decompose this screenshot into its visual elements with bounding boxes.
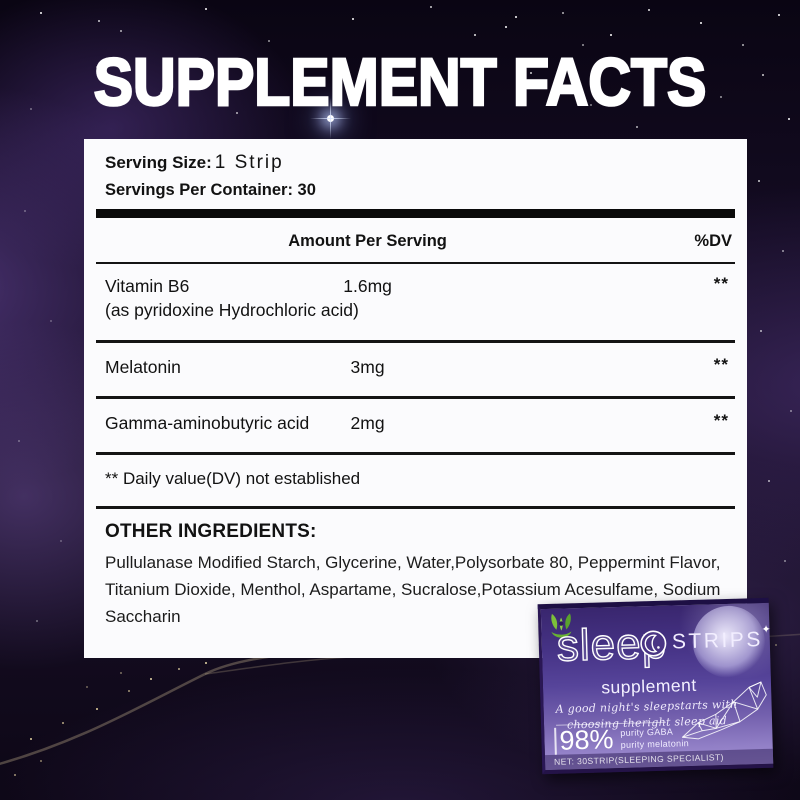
table-row: Vitamin B6 (as pyridoxine Hydrochloric a… bbox=[96, 264, 735, 340]
ingredient-name: Gamma-aminobutyric acid bbox=[105, 413, 310, 433]
serving-size-line: Serving Size: 1 Strip bbox=[105, 152, 747, 174]
sparkle-icon: ✦ bbox=[761, 623, 771, 637]
ingredient-amount: 1.6mg bbox=[343, 276, 392, 296]
ingredient-name: Vitamin B6 bbox=[105, 276, 190, 296]
table-row: Melatonin 3mg ** bbox=[96, 340, 735, 396]
origami-fox-icon bbox=[681, 681, 767, 740]
serving-size-label: Serving Size: bbox=[105, 153, 212, 172]
supplement-facts-panel: Serving Size: 1 Strip Servings Per Contai… bbox=[84, 139, 747, 658]
other-ingredients-text: Pullulanase Modified Starch, Glycerine, … bbox=[105, 553, 721, 626]
footnote-row: ** Daily value(DV) not established bbox=[96, 452, 735, 509]
crescent-moon-icon bbox=[640, 630, 668, 658]
thick-divider-bar bbox=[96, 209, 735, 218]
ingredient-name: Melatonin bbox=[105, 357, 181, 377]
serving-info: Serving Size: 1 Strip Servings Per Contai… bbox=[84, 139, 747, 200]
star-glow-icon bbox=[310, 98, 351, 139]
ingredient-dv: ** bbox=[713, 355, 729, 374]
ingredient-subtext: (as pyridoxine Hydrochloric acid) bbox=[105, 300, 359, 320]
dv-footnote: ** Daily value(DV) not established bbox=[105, 469, 361, 488]
servings-per-container: Servings Per Container: 30 bbox=[105, 181, 316, 199]
brand-suffix: STRIPS bbox=[671, 627, 764, 654]
purity-percent: 98% bbox=[554, 724, 614, 756]
leaf-logo-icon bbox=[551, 613, 572, 638]
amount-per-serving-header: Amount Per Serving bbox=[288, 232, 447, 250]
other-ingredients-section: OTHER INGREDIENTS: Pullulanase Modified … bbox=[84, 509, 747, 630]
ingredient-amount: 3mg bbox=[350, 357, 385, 377]
serving-size-value: 1 Strip bbox=[214, 152, 284, 173]
other-ingredients-title: OTHER INGREDIENTS: bbox=[105, 521, 317, 542]
dv-header: %DV bbox=[694, 232, 732, 250]
brand-lockup: sleep STRIPS✦ bbox=[555, 618, 771, 671]
table-row: Gamma-aminobutyric acid 2mg ** bbox=[96, 396, 735, 452]
product-box: sleep STRIPS✦ supplement A good night's … bbox=[537, 597, 774, 775]
ingredient-amount: 2mg bbox=[350, 413, 385, 433]
ingredient-dv: ** bbox=[713, 411, 729, 430]
table-header-row: Amount Per Serving %DV bbox=[96, 218, 735, 264]
purity-block: 98% purity GABA purity melatonin bbox=[554, 724, 689, 756]
ingredient-dv: ** bbox=[713, 274, 729, 293]
page-title: SUPPLEMENT FACTS bbox=[93, 44, 708, 122]
